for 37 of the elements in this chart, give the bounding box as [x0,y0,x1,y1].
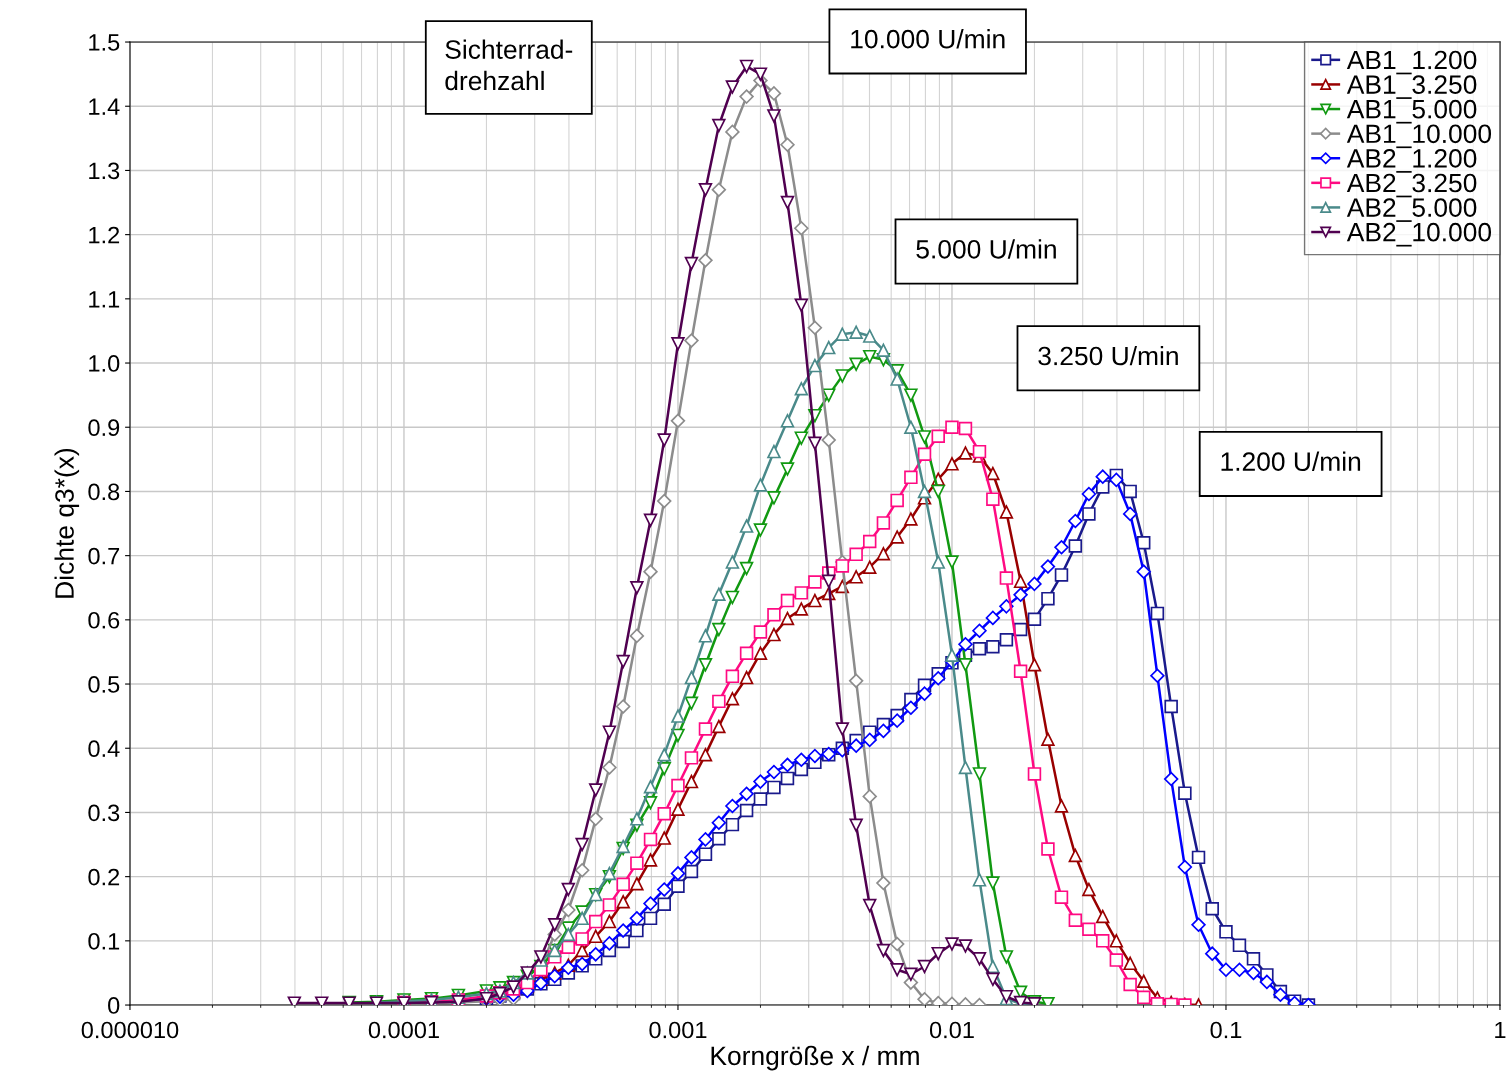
x-tick-label: 0.01 [929,1021,974,1039]
y-tick-label: 1.1 [89,291,120,308]
legend-label: AB2_1.200 [1346,149,1477,173]
y-tick-label: 1.2 [89,226,120,244]
y-tick-label: 0.9 [88,419,120,437]
y-tick-label: 0 [108,997,120,1014]
x-tick-label: 0.0001 [368,1021,439,1039]
x-tick-label: 0.1 [1210,1021,1242,1039]
legend-label: AB1_1.200 [1346,50,1477,75]
y-tick-label: 0.6 [88,611,120,629]
legend-label: AB2_10.000 [1346,222,1492,247]
y-tick-label: 0.1 [88,932,120,950]
annotation: 10.000 U/min [851,29,1005,49]
y-tick-label: 1.4 [89,98,120,115]
annotation: 3.250 U/min [1038,345,1178,366]
x-axis-title: Korngröße x / mm [711,1045,919,1071]
y-tick-label: 0.7 [88,547,120,565]
legend-label: AB1_3.250 [1346,75,1477,99]
legend-label: AB1_10.000 [1346,124,1492,149]
y-tick-label: 1.5 [89,34,120,51]
legend-label: AB1_5.000 [1346,99,1477,124]
x-tick-label: 0.001 [649,1021,707,1039]
annotation: Sichterrad- drehzahl [445,39,573,91]
y-tick-label: 0.3 [88,804,120,822]
annotation: 1.200 U/min [1221,451,1361,471]
x-tick-label: 1 [1495,1021,1506,1039]
x-tick-label: 0.000010 [81,1021,179,1039]
annotation: 5.000 U/min [916,239,1056,259]
y-tick-label: 0.2 [88,868,120,886]
y-tick-label: 1.0 [89,355,120,372]
legend-label: AB2_3.250 [1346,173,1477,198]
legend-label: AB2_5.000 [1346,198,1477,222]
y-axis-title: Dichte q3*(x) [54,448,80,598]
y-tick-label: 0.4 [88,740,120,758]
y-tick-label: 0.5 [88,676,120,693]
y-tick-label: 1.3 [89,162,120,180]
y-tick-label: 0.8 [88,483,120,501]
